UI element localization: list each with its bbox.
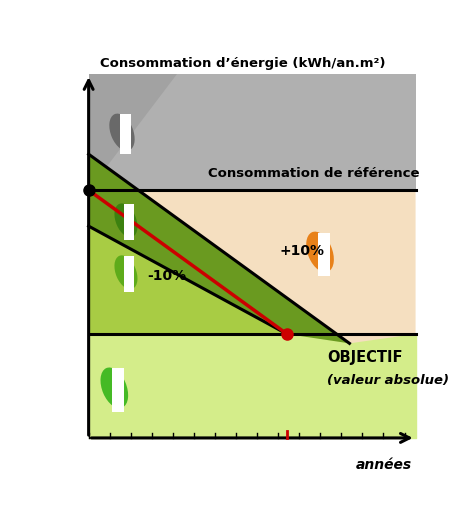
Text: Consommation de référence: Consommation de référence [208,167,419,180]
Polygon shape [89,226,287,334]
Polygon shape [89,74,177,190]
Bar [124,256,134,292]
Text: -10%: -10% [147,269,187,283]
Text: OBJECTIF: OBJECTIF [328,350,403,365]
Polygon shape [89,154,349,344]
Polygon shape [89,74,416,190]
Bar [318,233,330,276]
Ellipse shape [306,231,334,272]
Polygon shape [89,154,416,344]
Text: Consommation d’énergie (kWh/an.m²): Consommation d’énergie (kWh/an.m²) [100,57,385,70]
Ellipse shape [100,367,128,408]
Ellipse shape [114,203,137,237]
Bar [112,368,124,412]
Text: (valeur absolue): (valeur absolue) [328,374,449,387]
Text: +10%: +10% [280,244,325,258]
Ellipse shape [114,255,137,289]
Bar [120,114,131,154]
Ellipse shape [109,114,135,151]
Text: années: années [356,458,412,472]
Bar [124,204,134,240]
